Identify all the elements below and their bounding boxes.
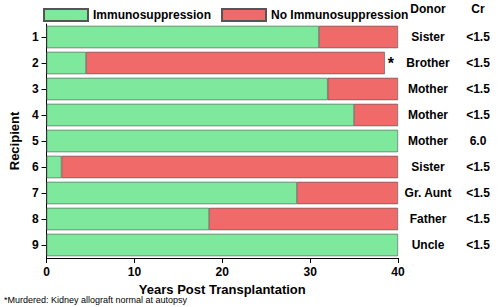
svg-text:Recipient: Recipient xyxy=(7,111,22,170)
svg-text:5: 5 xyxy=(32,134,39,148)
svg-text:Mother: Mother xyxy=(408,108,448,122)
svg-text:<1.5: <1.5 xyxy=(466,238,490,252)
svg-text:2: 2 xyxy=(32,56,39,70)
svg-text:1: 1 xyxy=(32,30,39,44)
svg-text:Uncle: Uncle xyxy=(412,238,445,252)
svg-text:<1.5: <1.5 xyxy=(466,212,490,226)
svg-text:6: 6 xyxy=(32,160,39,174)
svg-text:<1.5: <1.5 xyxy=(466,82,490,96)
svg-text:No Immunosuppression: No Immunosuppression xyxy=(271,8,408,22)
svg-text:Mother: Mother xyxy=(408,82,448,96)
svg-text:<1.5: <1.5 xyxy=(466,56,490,70)
svg-text:Sister: Sister xyxy=(411,160,445,174)
svg-text:9: 9 xyxy=(32,238,39,252)
svg-text:20: 20 xyxy=(216,265,230,279)
svg-text:*: * xyxy=(388,55,395,72)
svg-text:Donor: Donor xyxy=(410,2,446,16)
svg-text:40: 40 xyxy=(391,265,405,279)
svg-text:Brother: Brother xyxy=(406,56,450,70)
svg-text:Gr. Aunt: Gr. Aunt xyxy=(405,186,452,200)
svg-text:30: 30 xyxy=(303,265,317,279)
svg-text:<1.5: <1.5 xyxy=(466,160,490,174)
svg-text:Years Post Transplantation: Years Post Transplantation xyxy=(139,282,306,297)
svg-text:<1.5: <1.5 xyxy=(466,108,490,122)
svg-text:Sister: Sister xyxy=(411,30,445,44)
svg-text:4: 4 xyxy=(32,108,39,122)
svg-text:0: 0 xyxy=(43,265,50,279)
svg-text:10: 10 xyxy=(128,265,142,279)
svg-text:Immunosuppression: Immunosuppression xyxy=(93,8,211,22)
svg-text:6.0: 6.0 xyxy=(470,134,487,148)
svg-text:Mother: Mother xyxy=(408,134,448,148)
svg-text:<1.5: <1.5 xyxy=(466,30,490,44)
svg-text:3: 3 xyxy=(32,82,39,96)
svg-text:8: 8 xyxy=(32,212,39,226)
svg-text:<1.5: <1.5 xyxy=(466,186,490,200)
svg-text:Father: Father xyxy=(410,212,447,226)
svg-text:Cr: Cr xyxy=(471,2,485,16)
svg-text:7: 7 xyxy=(32,186,39,200)
svg-text:*Murdered: Kidney allograft no: *Murdered: Kidney allograft normal at au… xyxy=(4,294,188,305)
